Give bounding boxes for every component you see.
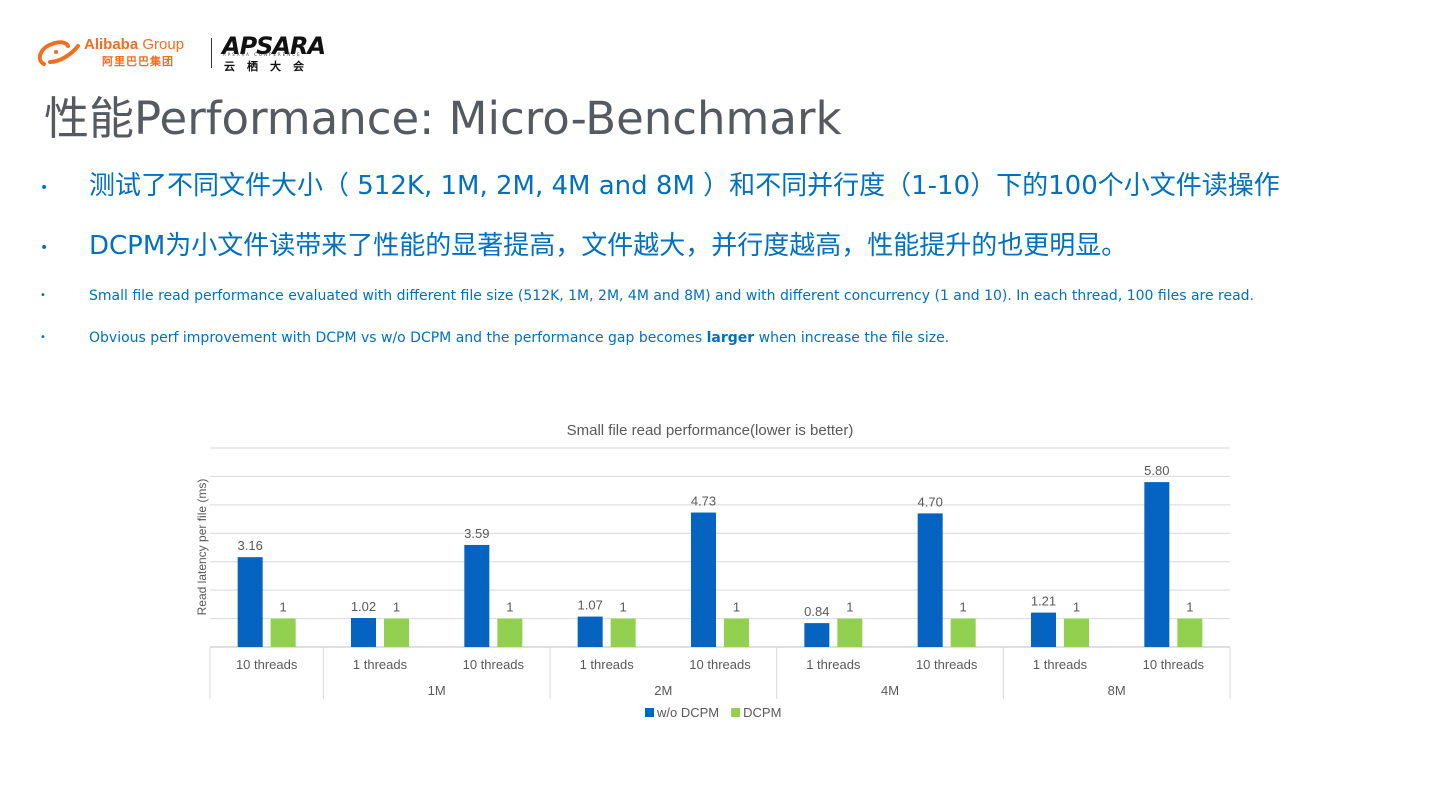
bar: [837, 618, 863, 647]
x-tick-label: 10 threads: [236, 657, 298, 672]
x-tick-label: 1 threads: [806, 657, 861, 672]
apsara-cn-wordmark: 云栖大会: [224, 60, 316, 73]
data-label: 3.59: [464, 526, 489, 541]
data-label: 4.73: [691, 494, 716, 509]
bar: [917, 513, 943, 647]
data-label: 1: [393, 600, 400, 615]
bullet-emphasis: larger: [706, 330, 755, 346]
x-tick-label: 1 threads: [580, 657, 635, 672]
alibaba-logo-icon: [37, 40, 80, 66]
apsara-subtitle: APSARA CONFERENCE: [223, 52, 302, 57]
data-label: 1: [620, 600, 627, 615]
bullet-dot: •: [40, 332, 46, 343]
x-group-label: 1M: [428, 683, 446, 698]
x-tick-label: 1 threads: [1033, 657, 1088, 672]
x-tick-label: 10 threads: [916, 657, 978, 672]
bar: [691, 512, 716, 647]
chart-title: Small file read performance(lower is bet…: [567, 422, 854, 439]
x-group-label: 8M: [1108, 683, 1126, 698]
legend-swatch: [645, 708, 654, 717]
data-label: 1: [280, 600, 287, 615]
bar: [724, 618, 749, 647]
logo-separator: [211, 38, 212, 68]
data-label: 4.70: [918, 494, 943, 509]
bar: [1144, 482, 1170, 647]
data-label: 5.80: [1144, 463, 1169, 478]
bar: [577, 616, 603, 647]
bar: [384, 618, 409, 647]
bullet-text: 测试了不同文件大小（ 512K, 1M, 2M, 4M and 8M ）和不同并…: [89, 171, 1280, 201]
x-tick-label: 10 threads: [1143, 657, 1205, 672]
bullet-item: • Obvious perf improvement with DCPM vs w…: [40, 328, 1380, 348]
data-label: 1.21: [1031, 594, 1056, 609]
data-label: 1: [960, 600, 967, 615]
y-axis-label: Read latency per file (ms): [195, 479, 209, 616]
apsara-wordmark: APSARA: [222, 32, 326, 60]
bullet-dot: •: [40, 290, 46, 301]
data-label: 1.07: [578, 598, 603, 613]
logo: Alibaba Group 阿里巴巴集团 APSARA APSARA CONFE…: [36, 32, 336, 74]
bar: [270, 618, 296, 647]
bullet-dot: •: [40, 240, 49, 256]
x-tick-label: 10 threads: [463, 657, 525, 672]
data-label: 0.84: [804, 604, 829, 619]
bullet-dot: •: [40, 180, 49, 196]
bullet-item: • Small file read performance evaluated w…: [40, 286, 1380, 306]
data-label: 1: [1186, 600, 1193, 615]
data-label: 1: [506, 600, 513, 615]
bullet-list: • 测试了不同文件大小（ 512K, 1M, 2M, 4M and 8M ）和不同…: [40, 168, 1380, 348]
x-tick-label: 1 threads: [353, 657, 408, 672]
data-label: 3.16: [238, 538, 263, 553]
page-title: 性能Performance: Micro-Benchmark: [44, 92, 842, 145]
bar: [1031, 612, 1056, 647]
bar: [351, 618, 376, 647]
legend-label: w/o DCPM: [656, 705, 719, 720]
bar: [1177, 618, 1203, 647]
bar: [237, 557, 263, 647]
data-label: 1: [846, 600, 853, 615]
bar: [497, 618, 523, 647]
data-label: 1.02: [351, 599, 376, 614]
x-group-label: 2M: [654, 683, 672, 698]
bullet-text: DCPM为小文件读带来了性能的显著提高，文件越大，并行度越高，性能提升的也更明显…: [89, 231, 1128, 261]
bar: [950, 618, 976, 647]
legend-label: DCPM: [743, 705, 781, 720]
x-tick-label: 10 threads: [689, 657, 751, 672]
bar: [610, 618, 636, 647]
alibaba-wordmark: Alibaba Group: [84, 36, 185, 53]
bar: [464, 544, 490, 647]
bullet-text: Obvious perf improvement with DCPM vs w/…: [89, 330, 950, 346]
bullet-item: • DCPM为小文件读带来了性能的显著提高，文件越大，并行度越高，性能提升的也更明…: [40, 228, 1380, 264]
bullet-text: Small file read performance evaluated wi…: [89, 288, 1255, 304]
x-group-label: 4M: [881, 683, 899, 698]
bar: [1064, 618, 1089, 647]
legend-swatch: [731, 708, 741, 717]
alibaba-cn-wordmark: 阿里巴巴集团: [102, 55, 174, 68]
data-label: 1: [1073, 600, 1080, 615]
data-label: 1: [733, 600, 740, 615]
bullet-item: • 测试了不同文件大小（ 512K, 1M, 2M, 4M and 8M ）和不同…: [40, 168, 1380, 204]
bar: [804, 623, 830, 647]
